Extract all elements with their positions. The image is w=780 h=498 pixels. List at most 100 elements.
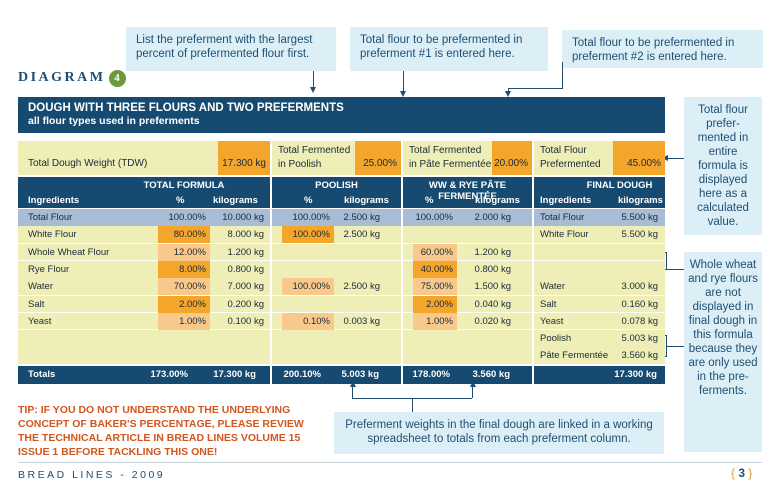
table-row-segment: Salt 2.00% 0.200 kg: [18, 295, 270, 313]
poolish-pct-cell[interactable]: 100.00%: [282, 226, 334, 244]
table-row-segment: 0.10% 0.003 kg: [272, 312, 401, 330]
header-final-title: FINAL DOUGH: [586, 180, 653, 191]
tdw-value[interactable]: 17.300 kg: [218, 141, 270, 175]
poolish-pct-cell[interactable]: [282, 347, 334, 364]
table-row-segment: Total Flour 5.500 kg: [534, 209, 665, 226]
table-subtitle: all flour types used in preferments: [28, 115, 200, 127]
pate-kg-cell: 1.200 kg: [474, 246, 511, 258]
table-row-segment: [403, 347, 532, 365]
table-row-segment: [534, 260, 665, 278]
callout-preferment-2: Total flour to be prefermented in prefer…: [562, 30, 763, 68]
table-row-segment: 40.00% 0.800 kg: [403, 260, 532, 278]
tf-pct-cell[interactable]: 2.00%: [158, 295, 210, 313]
header-tf-pct: %: [176, 195, 185, 206]
link-arrow-poolish: [352, 386, 353, 398]
table-row-segment: 60.00% 1.200 kg: [403, 243, 532, 261]
arrow-preferment-2: [505, 88, 511, 97]
tf-pct-cell[interactable]: 1.00%: [158, 312, 210, 330]
tf-pct-cell[interactable]: 80.00%: [158, 226, 210, 244]
tf-kg-cell: 10.000 kg: [222, 212, 264, 223]
poolish-pct-cell[interactable]: [282, 330, 334, 347]
pate-kg-cell: [461, 330, 511, 347]
ingredient-name: White Flour: [28, 229, 77, 241]
tdw-label: Total Dough Weight (TDW): [28, 158, 148, 169]
table-row-segment: 100.00% 2.500 kg: [272, 278, 401, 296]
final-ingredient-name: Total Flour: [540, 212, 585, 223]
poolish-kg-cell: [338, 347, 380, 364]
pate-pct-cell[interactable]: [413, 347, 457, 364]
ingredient-name: Salt: [28, 298, 45, 310]
pate-pct-cell[interactable]: [413, 330, 457, 347]
table-row-segment: 1.00% 0.020 kg: [403, 312, 532, 330]
ingredient-name: Water: [28, 281, 53, 293]
poolish-pct-cell[interactable]: [282, 261, 334, 278]
totals-fd-kg: 17.300 kg: [614, 369, 657, 380]
tf-kg-cell: 1.200 kg: [227, 246, 264, 258]
ingredient-name: Total Flour: [28, 212, 73, 223]
final-kg-cell: 5.003 kg: [621, 333, 658, 345]
tf-kg-cell: 0.800 kg: [227, 263, 264, 275]
tf-pct-cell[interactable]: [158, 330, 210, 347]
pate-pct-cell[interactable]: 40.00%: [413, 260, 457, 278]
final-kg-cell: [604, 244, 658, 261]
table-row-segment: [272, 330, 401, 347]
pate-kg-cell: 0.020 kg: [474, 315, 511, 327]
final-kg-cell: [604, 261, 658, 278]
totals-pf-pct: 178.00%: [412, 369, 450, 380]
poolish-kg-cell: 2.500 kg: [343, 281, 380, 293]
final-ingredient-name: White Flour: [540, 229, 589, 241]
poolish-pct-cell[interactable]: 0.10%: [282, 312, 334, 330]
total-flour-prefermented-panel: Total Flour Prefermented 45.00%: [534, 141, 665, 175]
table-row-segment: [18, 347, 270, 365]
tf-pct-cell[interactable]: [158, 347, 210, 364]
poolish-kg-cell: 0.003 kg: [343, 315, 380, 327]
pate-pct-cell[interactable]: [413, 226, 457, 243]
tf-kg-cell: 0.100 kg: [227, 315, 264, 327]
totals-p-kg: 5.003 kg: [341, 369, 380, 380]
table-row-segment: 100.00% 2.500 kg: [272, 226, 401, 244]
pate-pct-cell[interactable]: 75.00%: [413, 278, 457, 296]
poolish-pct-cell[interactable]: [282, 244, 334, 261]
table-row-segment: [534, 243, 665, 261]
poolish-summary-value[interactable]: 25.00%: [355, 141, 401, 175]
tdw-panel: Total Dough Weight (TDW) 17.300 kg: [18, 141, 270, 175]
totals-label: Totals: [28, 369, 56, 380]
pate-summary-label-1: Total Fermented: [409, 145, 482, 156]
table-row-segment: [272, 295, 401, 313]
pate-summary-value[interactable]: 20.00%: [492, 141, 532, 175]
diagram-number-badge: 4: [108, 70, 126, 87]
header-pate: WW & RYE PÂTE FERMENTÉE % kilograms: [403, 177, 532, 208]
final-kg-cell: 5.500 kg: [621, 229, 658, 241]
pate-pct-cell[interactable]: 100.00%: [415, 212, 453, 223]
totals-p-pct: 200.10%: [283, 369, 321, 380]
table-row-segment: Total Flour 100.00% 10.000 kg: [18, 209, 270, 226]
header-total-formula: TOTAL FORMULA Ingredients % kilograms: [18, 177, 270, 208]
poolish-pct-cell[interactable]: 100.00%: [292, 212, 330, 223]
poolish-summary-label-1: Total Fermented: [278, 145, 351, 156]
pate-kg-cell: 0.040 kg: [474, 298, 511, 310]
final-kg-cell: 0.078 kg: [621, 315, 658, 327]
poolish-pct-cell[interactable]: [282, 296, 334, 313]
header-p-pct: %: [304, 195, 313, 206]
tf-summary-label-1: Total Flour: [540, 145, 587, 156]
totals-row-total-formula: Totals 173.00% 17.300 kg: [18, 366, 270, 384]
pate-pct-cell[interactable]: 2.00%: [413, 295, 457, 313]
tf-pct-cell[interactable]: 100.00%: [168, 212, 206, 223]
pate-pct-cell[interactable]: 60.00%: [413, 243, 457, 261]
tf-pct-cell[interactable]: 12.00%: [158, 243, 210, 261]
footer-publication: BREAD LINES - 2009: [18, 469, 166, 481]
bracket-not-displayed: [666, 252, 667, 270]
callout-not-displayed: Whole wheat and rye flours are not displ…: [684, 252, 762, 452]
link-line-stem: [412, 398, 413, 412]
pate-pct-cell[interactable]: 1.00%: [413, 312, 457, 330]
header-pf-kg: kilograms: [475, 195, 520, 206]
poolish-pct-cell[interactable]: 100.00%: [282, 278, 334, 296]
header-pf-pct: %: [425, 195, 434, 206]
tf-pct-cell[interactable]: 8.00%: [158, 260, 210, 278]
totals-row-poolish: 200.10% 5.003 kg: [272, 366, 401, 384]
tf-pct-cell[interactable]: 70.00%: [158, 278, 210, 296]
link-arrow-pate: [472, 386, 473, 398]
header-total-formula-title: TOTAL FORMULA: [143, 180, 225, 191]
ingredient-name: Whole Wheat Flour: [28, 246, 110, 258]
tf-summary-label-2: Prefermented: [540, 159, 601, 170]
